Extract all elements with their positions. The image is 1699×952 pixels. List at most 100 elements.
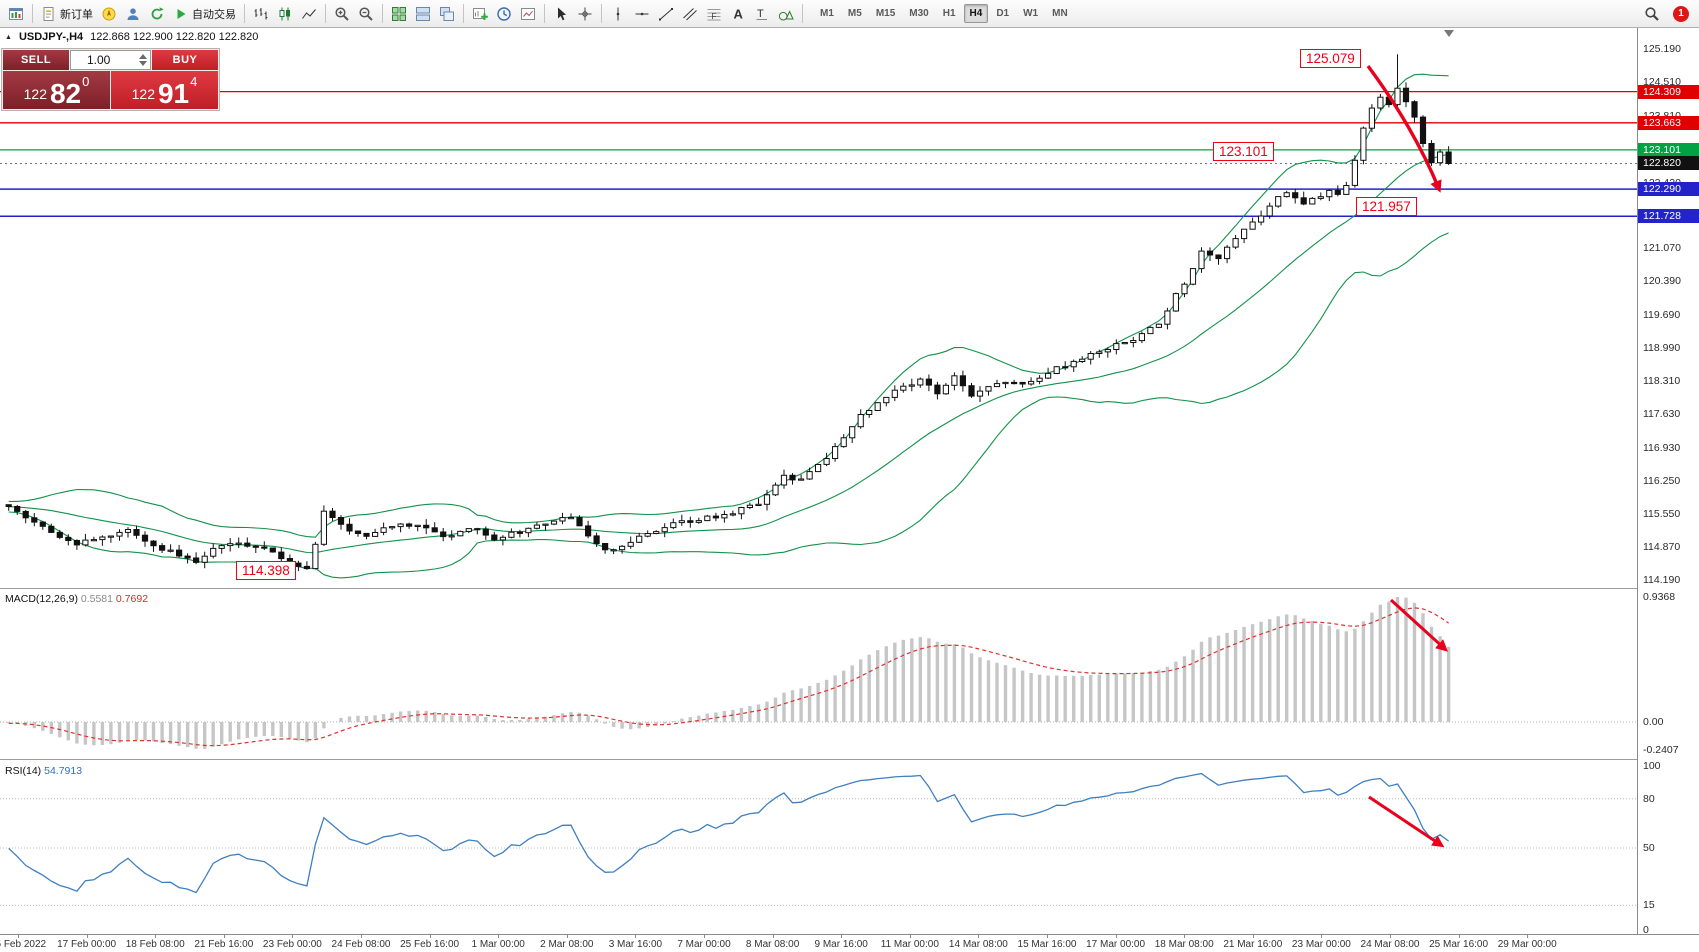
auto-trading-button[interactable]: 自动交易	[170, 4, 239, 24]
sell-price-pips: 82	[49, 78, 82, 110]
zoomin-icon	[335, 6, 349, 21]
svg-text:A: A	[734, 6, 744, 21]
volume-field[interactable]: 1.00	[70, 50, 151, 70]
equidistant-channel-icon[interactable]	[679, 4, 701, 24]
rsi-axis-15: 15	[1643, 899, 1655, 912]
timeframe-m30[interactable]: M30	[909, 8, 929, 19]
text-label-icon[interactable]: T	[751, 4, 773, 24]
panel-separator[interactable]	[0, 588, 1699, 589]
text-icon[interactable]: A	[727, 4, 749, 24]
time-axis-tick	[223, 935, 225, 938]
chart-template-icon[interactable]	[517, 4, 539, 24]
search-icon[interactable]	[1641, 4, 1663, 24]
refresh-icon	[151, 6, 164, 19]
vertical-line-icon[interactable]	[607, 4, 629, 24]
buy-button[interactable]: BUY	[152, 50, 218, 70]
time-axis-tick	[909, 935, 911, 938]
timeframe-m1[interactable]: M1	[820, 8, 834, 19]
zoom-out-icon[interactable]	[355, 4, 377, 24]
timeframe-m15[interactable]: M15	[875, 8, 896, 19]
volume-increase-button[interactable]	[139, 54, 147, 59]
macd-value-signal: 0.7692	[115, 593, 149, 605]
crosshair-icon	[578, 7, 592, 20]
period-clock-icon[interactable]	[493, 4, 515, 24]
time-axis-tick	[18, 935, 19, 938]
timeframe-d1[interactable]: D1	[996, 8, 1010, 19]
toolbar-left: 新订单 自动交易 F A T M1 M5 M15 M30 H1 H4 D1 W1 MN	[4, 0, 1075, 27]
label-icon: T	[756, 8, 767, 20]
volume-decrease-button[interactable]	[139, 61, 147, 66]
svg-text:F: F	[712, 11, 717, 20]
macd-name: MACD(12,26,9)	[5, 593, 78, 605]
fibonacci-icon[interactable]: F	[703, 4, 725, 24]
cursor-icon[interactable]	[550, 4, 572, 24]
new-order-button[interactable]: 新订单	[38, 4, 96, 24]
charts-window-icon[interactable]	[5, 4, 27, 24]
rsi-value: 54.7913	[44, 765, 83, 777]
line-chart-icon[interactable]	[298, 4, 320, 24]
time-axis-tick	[1390, 935, 1391, 938]
price-axis: 125.190124.510123.810123.130122.420121.7…	[1637, 28, 1699, 936]
time-axis-label: 8 Mar 08:00	[745, 939, 800, 950]
vline-icon	[616, 7, 620, 20]
svg-text:T: T	[757, 8, 764, 20]
cascade-windows-icon[interactable]	[436, 4, 458, 24]
level-annotation-123101: 123.101	[1213, 142, 1274, 161]
time-axis-label: 17 Feb 00:00	[57, 939, 117, 950]
data-window-icon[interactable]	[122, 4, 144, 24]
tile-windows-icon[interactable]	[388, 4, 410, 24]
new-order-button-label: 新订单	[60, 8, 93, 21]
time-axis-label: 2 Mar 08:00	[540, 939, 594, 950]
oneclick-collapse-icon[interactable]: ▲	[5, 33, 12, 41]
price-axis-label: 114.870	[1643, 541, 1681, 554]
timeframe-m5[interactable]: M5	[847, 8, 862, 19]
arrange-icon	[416, 6, 430, 21]
sell-price-point: 0	[82, 74, 90, 89]
timeframe-h1[interactable]: H1	[942, 8, 956, 19]
sell-button[interactable]: SELL	[3, 50, 69, 70]
shapes-icon[interactable]	[775, 4, 797, 24]
play-icon	[177, 8, 186, 19]
rsi-axis-80: 80	[1643, 792, 1655, 805]
new-chart-icon[interactable]	[469, 4, 491, 24]
time-axis-tick	[498, 935, 500, 938]
chart-area[interactable]: 125.190124.510123.810123.130122.420121.7…	[0, 28, 1699, 952]
volume-value[interactable]: 1.00	[87, 53, 111, 67]
hline-icon	[635, 12, 649, 15]
buy-price-big-figure: 122	[131, 86, 155, 102]
price-axis-label: 121.070	[1643, 241, 1681, 254]
notification-badge[interactable]: 1	[1673, 5, 1689, 22]
rsi-indicator-panel[interactable]	[0, 760, 1637, 934]
trendline-icon[interactable]	[655, 4, 677, 24]
timeframe-mn[interactable]: MN	[1052, 8, 1068, 19]
macd-indicator-panel[interactable]	[0, 589, 1637, 759]
panel-separator[interactable]	[0, 759, 1699, 760]
sell-price[interactable]: 122 82 0	[3, 71, 110, 109]
bar-chart-icon[interactable]	[250, 4, 272, 24]
time-axis-tick	[86, 935, 88, 938]
time-axis-tick	[1184, 935, 1186, 938]
timeframe-h4[interactable]: H4	[963, 4, 989, 23]
crosshair-icon[interactable]	[574, 4, 596, 24]
fibo-icon: F	[707, 8, 721, 20]
timeframe-w1[interactable]: W1	[1023, 8, 1039, 19]
toolbar-right: 1	[1640, 4, 1695, 24]
zoom-in-icon[interactable]	[331, 4, 353, 24]
horizontal-line-icon[interactable]	[631, 4, 653, 24]
chart-shift-marker[interactable]	[1444, 30, 1454, 37]
market-watch-icon[interactable]	[98, 4, 120, 24]
volume-steppers	[139, 54, 147, 66]
time-axis-label: 11 Mar 00:00	[880, 939, 939, 950]
time-axis-tick	[429, 935, 431, 938]
arrange-windows-icon[interactable]	[412, 4, 434, 24]
price-axis-label: 115.550	[1643, 508, 1681, 521]
toolbar-separator	[32, 4, 33, 23]
price-axis-label: 118.990	[1643, 342, 1681, 355]
level-annotation-121957: 121.957	[1356, 197, 1417, 216]
buy-price[interactable]: 122 91 4	[111, 71, 218, 109]
price-axis-label: 118.310	[1643, 375, 1681, 388]
auto-trading-button-label: 自动交易	[192, 8, 236, 21]
main-price-chart[interactable]	[0, 28, 1637, 588]
candlestick-chart-icon[interactable]	[274, 4, 296, 24]
navigator-refresh-icon[interactable]	[146, 4, 168, 24]
